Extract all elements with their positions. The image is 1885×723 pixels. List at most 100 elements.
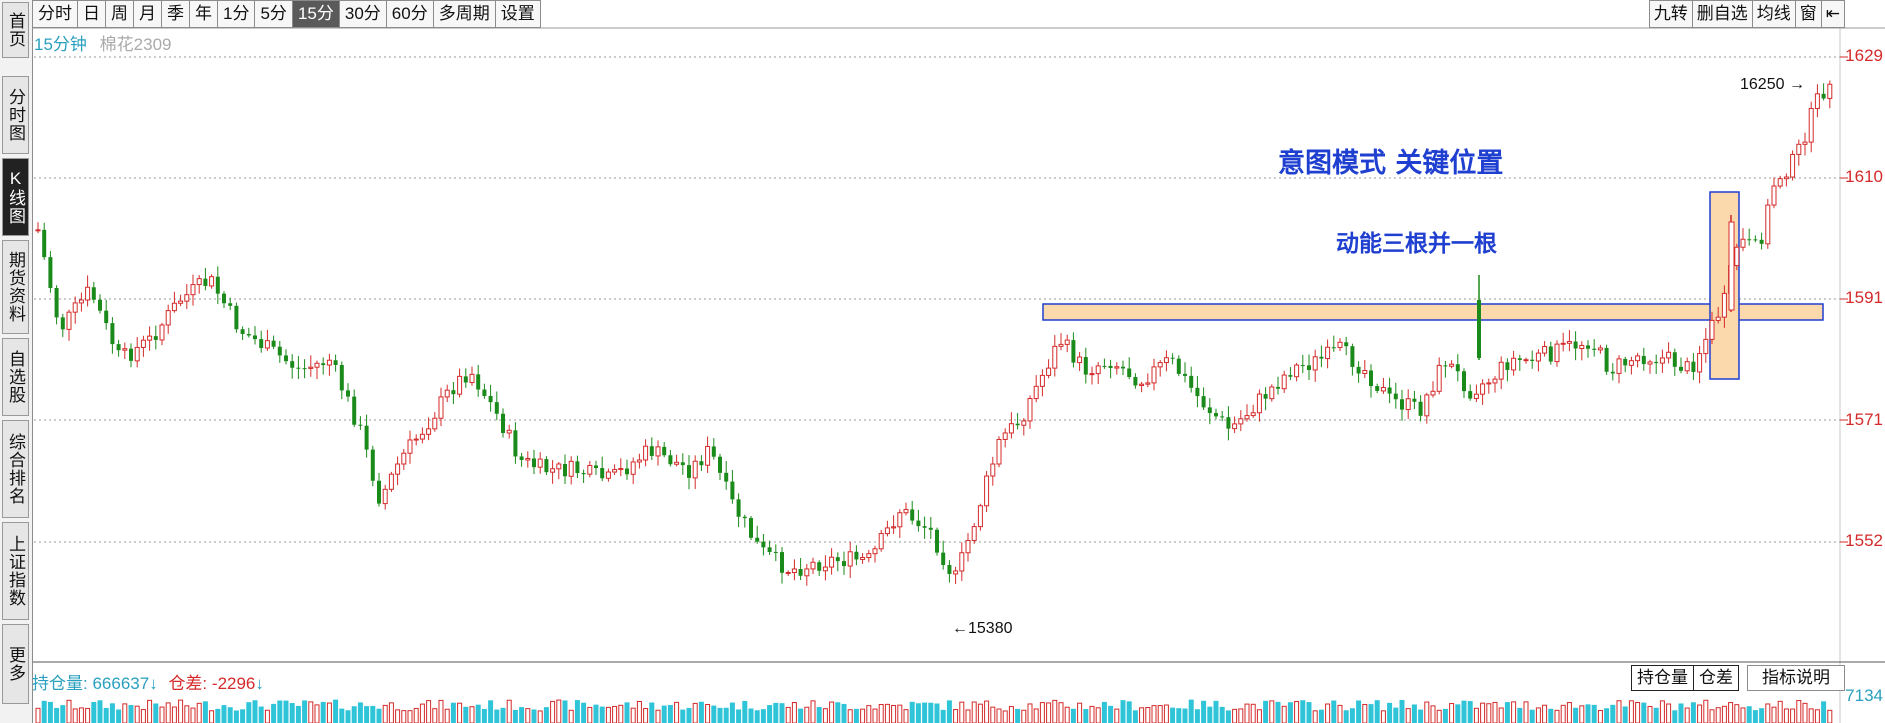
- period-button-5[interactable]: 年: [190, 0, 218, 28]
- candle-body-193: [1232, 423, 1238, 430]
- candle-body-270: [1709, 319, 1715, 340]
- oi-bar-37: [264, 709, 270, 723]
- oi-bar-225: [1430, 705, 1436, 723]
- candle-body-201: [1281, 374, 1287, 390]
- tab-oi-diff[interactable]: 仓差: [1694, 665, 1739, 691]
- candle-body-248: [1573, 341, 1578, 349]
- oi-bar-89: [587, 706, 593, 723]
- oi-bar-51: [351, 706, 357, 723]
- candle-body-45: [314, 362, 320, 368]
- nav-item-6[interactable]: 上证指数: [2, 522, 29, 620]
- oi-bar-221: [1405, 708, 1411, 723]
- diff-label: 仓差:: [168, 674, 208, 693]
- oi-bar-286: [1808, 708, 1814, 723]
- candle-body-177: [1133, 377, 1138, 386]
- nav-item-4[interactable]: 自选股: [2, 338, 29, 416]
- nav-item-5[interactable]: 综合排名: [2, 420, 29, 518]
- oi-bar-33: [240, 709, 246, 723]
- right-tool-button-3[interactable]: 窗: [1795, 0, 1822, 28]
- candle-body-81: [537, 458, 543, 468]
- period-button-12[interactable]: 设置: [495, 0, 541, 28]
- candle-body-236: [1498, 361, 1504, 380]
- candle-body-102: [668, 455, 673, 465]
- nav-item-0[interactable]: 首页: [2, 2, 29, 58]
- oi-bar-13: [116, 709, 122, 723]
- candle-body-59: [401, 452, 407, 465]
- candle-body-264: [1672, 352, 1677, 367]
- candle-body-272: [1721, 292, 1727, 318]
- candle-body-93: [612, 469, 618, 473]
- tab-open-interest[interactable]: 持仓量: [1631, 665, 1694, 691]
- nav-item-1[interactable]: 分时图: [2, 76, 29, 154]
- nav-item-2[interactable]: K线图: [2, 158, 29, 236]
- period-button-10[interactable]: 60分: [386, 0, 434, 28]
- oi-bar-268: [1697, 704, 1703, 723]
- candle-body-280: [1771, 185, 1777, 206]
- oi-bar-75: [500, 707, 506, 723]
- oi-bar-53: [364, 706, 370, 723]
- oi-bar-176: [1126, 701, 1132, 723]
- period-button-11[interactable]: 多周期: [433, 0, 496, 28]
- oi-bar-56: [382, 704, 388, 723]
- oi-bar-222: [1411, 704, 1417, 723]
- oi-bar-126: [816, 707, 822, 723]
- oi-bar-267: [1690, 702, 1696, 723]
- nav-item-7[interactable]: 更多: [2, 624, 29, 704]
- period-button-9[interactable]: 30分: [339, 0, 387, 28]
- back-arrow-icon[interactable]: ⇤: [1821, 0, 1845, 28]
- candle-body-202: [1288, 375, 1293, 377]
- candle-body-154: [990, 463, 996, 477]
- right-tool-button-1[interactable]: 删自选: [1692, 0, 1753, 28]
- candle-body-211: [1344, 342, 1349, 347]
- oi-bar-62: [419, 703, 425, 723]
- period-button-8[interactable]: 15分: [292, 0, 340, 28]
- oi-bar-142: [915, 703, 921, 723]
- nav-item-3[interactable]: 期货资料: [2, 240, 29, 334]
- oi-bar-260: [1647, 705, 1653, 723]
- candle-body-266: [1684, 361, 1690, 372]
- candle-body-220: [1400, 399, 1404, 410]
- period-button-2[interactable]: 周: [106, 0, 134, 28]
- candle-body-123: [798, 568, 803, 576]
- candle-body-132: [854, 551, 859, 560]
- oi-bar-11: [103, 707, 109, 723]
- candle-body-13: [116, 344, 121, 351]
- period-button-3[interactable]: 月: [134, 0, 162, 28]
- candle-body-176: [1127, 368, 1132, 378]
- oi-bar-238: [1511, 701, 1517, 723]
- candle-body-226: [1436, 364, 1442, 392]
- oi-bar-185: [1182, 708, 1188, 723]
- oi-bar-115: [748, 708, 754, 723]
- oi-bar-273: [1728, 702, 1734, 723]
- oi-bar-189: [1207, 706, 1213, 723]
- oi-bar-171: [1095, 707, 1101, 723]
- indicator-help-button[interactable]: 指标说明: [1747, 665, 1845, 691]
- right-tool-button-2[interactable]: 均线: [1752, 0, 1796, 28]
- oi-bar-206: [1312, 710, 1318, 723]
- oi-bar-74: [494, 709, 500, 723]
- oi-bar-129: [835, 702, 841, 723]
- period-button-7[interactable]: 5分: [255, 0, 293, 28]
- candle-body-26: [196, 278, 202, 286]
- period-button-4[interactable]: 季: [162, 0, 190, 28]
- candle-body-141: [910, 509, 915, 521]
- period-button-6[interactable]: 1分: [218, 0, 256, 28]
- candle-body-64: [432, 417, 438, 430]
- candle-body-175: [1121, 366, 1125, 369]
- candle-body-185: [1183, 373, 1187, 376]
- oi-bar-27: [202, 701, 208, 723]
- candle-body-12: [110, 323, 115, 345]
- candle-body-233: [1480, 383, 1486, 395]
- right-tool-button-0[interactable]: 九转: [1648, 0, 1693, 28]
- oi-bar-288: [1821, 701, 1827, 723]
- oi-bar-112: [729, 702, 735, 723]
- candle-body-186: [1189, 375, 1194, 388]
- oi-bar-193: [1232, 708, 1238, 723]
- period-button-1[interactable]: 日: [78, 0, 106, 28]
- period-button-0[interactable]: 分时: [32, 0, 78, 28]
- oi-bar-135: [872, 708, 878, 723]
- oi-bar-242: [1535, 707, 1541, 723]
- candle-body-182: [1163, 357, 1169, 364]
- candle-body-57: [388, 473, 394, 490]
